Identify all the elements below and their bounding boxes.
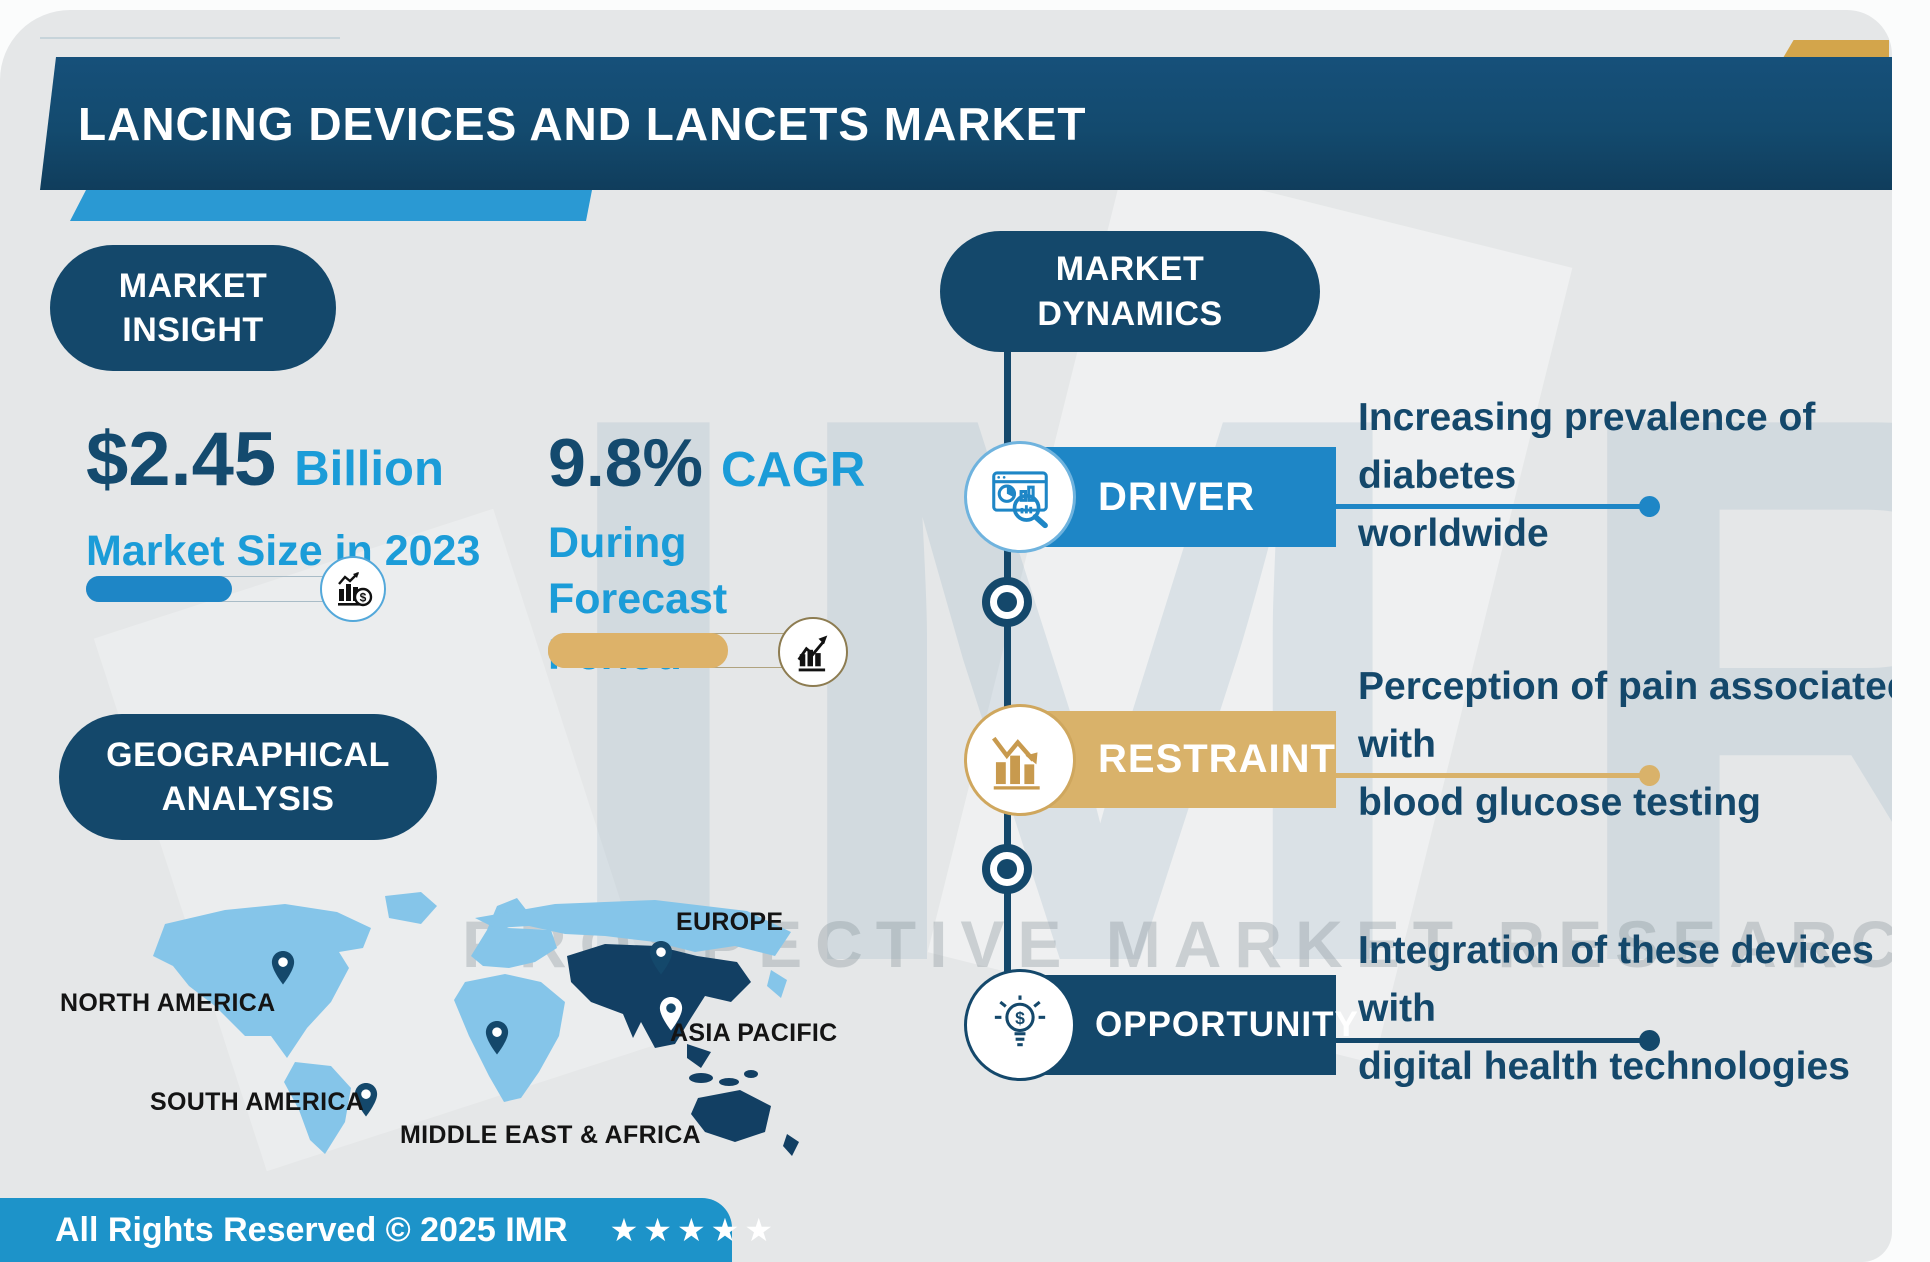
cagr-progress-fill	[548, 633, 728, 668]
market-size-unit: Billion	[294, 442, 444, 496]
watermark-letter-r: R	[1555, 254, 1892, 1125]
growth-chart-icon	[778, 617, 848, 687]
restraint-connector-dot	[1639, 765, 1660, 786]
world-map	[135, 886, 815, 1166]
market-insight-pill: MARKET INSIGHT	[50, 245, 336, 371]
market-size-stat: $2.45 Billion	[86, 416, 444, 503]
driver-connector-dot	[1639, 496, 1660, 517]
report-magnifier-icon	[964, 441, 1076, 553]
opportunity-connector-dot	[1639, 1030, 1660, 1051]
driver-description: Increasing prevalence of diabetes worldw…	[1358, 396, 1816, 555]
cagr-unit: CAGR	[721, 443, 866, 497]
map-pin-europe	[649, 941, 673, 975]
map-pin-south-america	[354, 1083, 378, 1117]
opportunity-label: OPPORTUNITY	[1095, 1005, 1359, 1044]
region-label-asia-pacific: ASIA PACIFIC	[670, 1019, 838, 1047]
watermark-letter-m: M	[775, 254, 1425, 1125]
dynamics-timeline	[1004, 345, 1011, 1035]
restraint-label: RESTRAINT	[1098, 737, 1336, 781]
cagr-stat: 9.8% CAGR	[548, 424, 865, 502]
restraint-description: Perception of pain associated with blood…	[1358, 665, 1892, 824]
restraint-connector-line	[1336, 773, 1640, 778]
timeline-node	[982, 577, 1032, 627]
gold-corner-tab	[1783, 40, 1889, 58]
page-title: LANCING DEVICES AND LANCETS MARKET	[78, 97, 1087, 150]
driver-connector-line	[1336, 504, 1640, 509]
infographic-canvas: I M R PROSPECTIVE MARKET RESEARCH LANCIN…	[0, 10, 1892, 1262]
market-size-progress-fill	[86, 576, 232, 602]
decor-line	[40, 37, 340, 39]
header-accent-bar	[70, 190, 592, 221]
region-label-south-america: SOUTH AMERICA	[150, 1088, 365, 1116]
svg-text:$: $	[360, 591, 367, 605]
market-size-caption: Market Size in 2023	[86, 527, 481, 575]
cagr-value: 9.8%	[548, 425, 703, 501]
driver-label: DRIVER	[1098, 474, 1256, 519]
map-pin-asia-pacific	[659, 997, 683, 1031]
svg-text:$: $	[1015, 1008, 1025, 1028]
declining-chart-icon	[964, 704, 1076, 816]
region-label-europe: EUROPE	[676, 908, 784, 936]
timeline-node	[982, 844, 1032, 894]
rating-stars: ★★★★★	[609, 1212, 778, 1248]
bar-chart-dollar-icon: $	[320, 556, 386, 622]
header-band: LANCING DEVICES AND LANCETS MARKET	[40, 57, 1892, 190]
map-pin-middle-east-africa	[485, 1021, 509, 1055]
market-dynamics-pill: MARKET DYNAMICS	[940, 231, 1320, 352]
opportunity-description: Integration of these devices with digita…	[1358, 929, 1874, 1088]
market-size-value: $2.45	[86, 417, 277, 502]
geographical-analysis-pill: GEOGRAPHICAL ANALYSIS	[59, 714, 437, 840]
region-label-middle-east-africa: MIDDLE EAST & AFRICA	[400, 1121, 701, 1149]
bulb-dollar-icon: $	[964, 969, 1076, 1081]
opportunity-connector-line	[1336, 1038, 1640, 1043]
footer-bar: All Rights Reserved © 2025 IMR ★★★★★	[0, 1198, 773, 1262]
map-pin-north-america	[271, 951, 295, 985]
copyright-text: All Rights Reserved © 2025 IMR	[55, 1210, 568, 1249]
region-label-north-america: NORTH AMERICA	[60, 989, 276, 1017]
